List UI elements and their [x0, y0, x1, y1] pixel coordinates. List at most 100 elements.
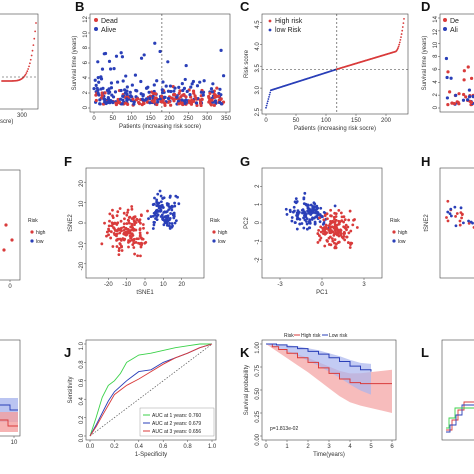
- panel-b-point-alive: [144, 97, 149, 101]
- panel-b-point-alive: [198, 80, 202, 84]
- panel-b-point-alive: [96, 91, 100, 95]
- panel-d-point: [446, 103, 450, 107]
- panel-h-point: [462, 221, 465, 225]
- panel-j-roc-3yr: [89, 343, 213, 437]
- panel-g-point-low: [302, 216, 305, 220]
- panel-f-point-high: [122, 222, 126, 226]
- panel-j-ytick: 0.6: [79, 378, 85, 387]
- panel-j-xtick: 0.6: [159, 444, 168, 450]
- panel-c-xlabel: Patients (increasing risk socre): [294, 126, 376, 132]
- panel-f-xlabel: tSNE1: [136, 290, 154, 296]
- panel-f-point-high: [145, 231, 149, 235]
- panel-g-point-low: [321, 222, 325, 226]
- panel-b-point-alive: [172, 89, 176, 93]
- panel-f-point-high: [137, 237, 140, 241]
- panel-f-point-high: [138, 242, 142, 246]
- panel-f-point-low: [172, 211, 176, 215]
- panel-g-point-high: [353, 218, 356, 221]
- panel-d-point: [461, 98, 466, 102]
- panel-f-point-high: [118, 207, 122, 210]
- panel-g-point-low: [295, 211, 299, 215]
- panel-a-frame: [0, 13, 39, 110]
- panel-f-point-low: [155, 198, 159, 202]
- panel-f-point-high: [127, 239, 130, 242]
- panel-f-legend-low-marker: [212, 239, 216, 243]
- panel-j-roc-1yr: [89, 343, 212, 437]
- panel-b-point-alive: [96, 60, 100, 64]
- panel-f-point-low: [159, 205, 163, 209]
- panel-a-risk-point: [26, 70, 29, 73]
- panel-b-point-dead: [124, 101, 128, 105]
- panel-f-point-high: [117, 227, 121, 231]
- panel-f-point-high: [105, 234, 108, 238]
- panel-g-point-low: [284, 207, 288, 211]
- panel-a-risk-point: [25, 72, 28, 74]
- panel-b-point-alive: [124, 74, 128, 78]
- panel-g-point-low: [309, 212, 313, 216]
- panel-b-point-alive: [211, 82, 215, 86]
- panel-k-xtick: 4: [348, 444, 352, 450]
- panel-f-point-low: [168, 217, 172, 220]
- panel-g-point-high: [326, 217, 329, 221]
- panel-a-risk-point: [31, 49, 34, 52]
- panel-b-point-dead: [212, 103, 216, 107]
- panel-g-point-high: [326, 239, 329, 243]
- panel-f-point-high: [126, 230, 130, 234]
- panel-b-point-alive: [168, 84, 173, 88]
- panel-f-point-low: [158, 189, 162, 193]
- panel-f-legend-title: Risk: [210, 218, 220, 224]
- panel-f-ylabel: tSNE2: [68, 214, 74, 232]
- panel-b-point-alive: [176, 99, 180, 103]
- panel-g-point-high: [329, 208, 333, 212]
- panel-b-point-alive: [182, 99, 187, 103]
- panel-c-point-high: [398, 41, 401, 44]
- panel-b-point-alive: [93, 78, 97, 82]
- panel-c-ytick: 4.5: [255, 20, 261, 29]
- panel-g-point-high: [346, 241, 350, 244]
- panel-f-point-high: [118, 242, 122, 246]
- panel-h-point: [454, 224, 458, 228]
- panel-b-point-alive: [141, 93, 145, 97]
- panel-j-xtick: 0.8: [183, 444, 192, 450]
- panel-d-point: [448, 90, 452, 94]
- panel-f-point-high: [100, 242, 104, 246]
- panel-g-point-low: [294, 221, 297, 225]
- panel-f-point-low: [165, 217, 169, 221]
- panel-j-ytick: 0.4: [79, 397, 85, 406]
- panel-g-point-high: [337, 222, 341, 226]
- panel-b-point-dead: [195, 103, 199, 108]
- panel-i-curve-low: [0, 404, 18, 411]
- panel-f-point-high: [130, 205, 134, 208]
- panel-g-point-high: [347, 218, 351, 222]
- panel-f-point-high: [124, 230, 128, 234]
- panel-g-point-high: [323, 244, 327, 248]
- panel-h-point: [460, 216, 463, 220]
- panel-g-point-low: [300, 208, 304, 212]
- panel-f-point-high: [122, 211, 126, 215]
- panel-h-point: [449, 207, 453, 211]
- panel-c-point-low: [269, 91, 272, 94]
- panel-g-legend-title: Risk: [390, 218, 400, 224]
- panel-f-point-low: [169, 212, 173, 215]
- panel-b-point-alive: [148, 101, 152, 105]
- panel-f-ytick: -10: [79, 241, 85, 250]
- panel-g-point-high: [347, 231, 351, 235]
- panel-b-point-alive: [121, 79, 125, 83]
- panel-f-point-low: [159, 194, 163, 198]
- panel-g-point-low: [292, 205, 296, 209]
- panel-f-point-high: [117, 246, 121, 250]
- panel-b-point-dead: [94, 98, 98, 103]
- panel-b-point-dead: [208, 91, 212, 95]
- panel-f-point-high: [126, 218, 130, 222]
- panel-g-point-low: [308, 218, 312, 222]
- panel-f-point-low: [152, 202, 156, 206]
- panel-g-point-low: [285, 213, 289, 216]
- panel-f-point-high: [103, 221, 106, 225]
- panel-g-point-low: [305, 222, 309, 226]
- panel-b-point-alive: [98, 98, 102, 102]
- panel-b-point-dead: [208, 98, 212, 102]
- panel-c-point-high: [400, 33, 403, 35]
- panel-b-point-alive: [110, 100, 115, 104]
- panel-d-point: [467, 95, 472, 99]
- panel-g-point-high: [323, 214, 327, 218]
